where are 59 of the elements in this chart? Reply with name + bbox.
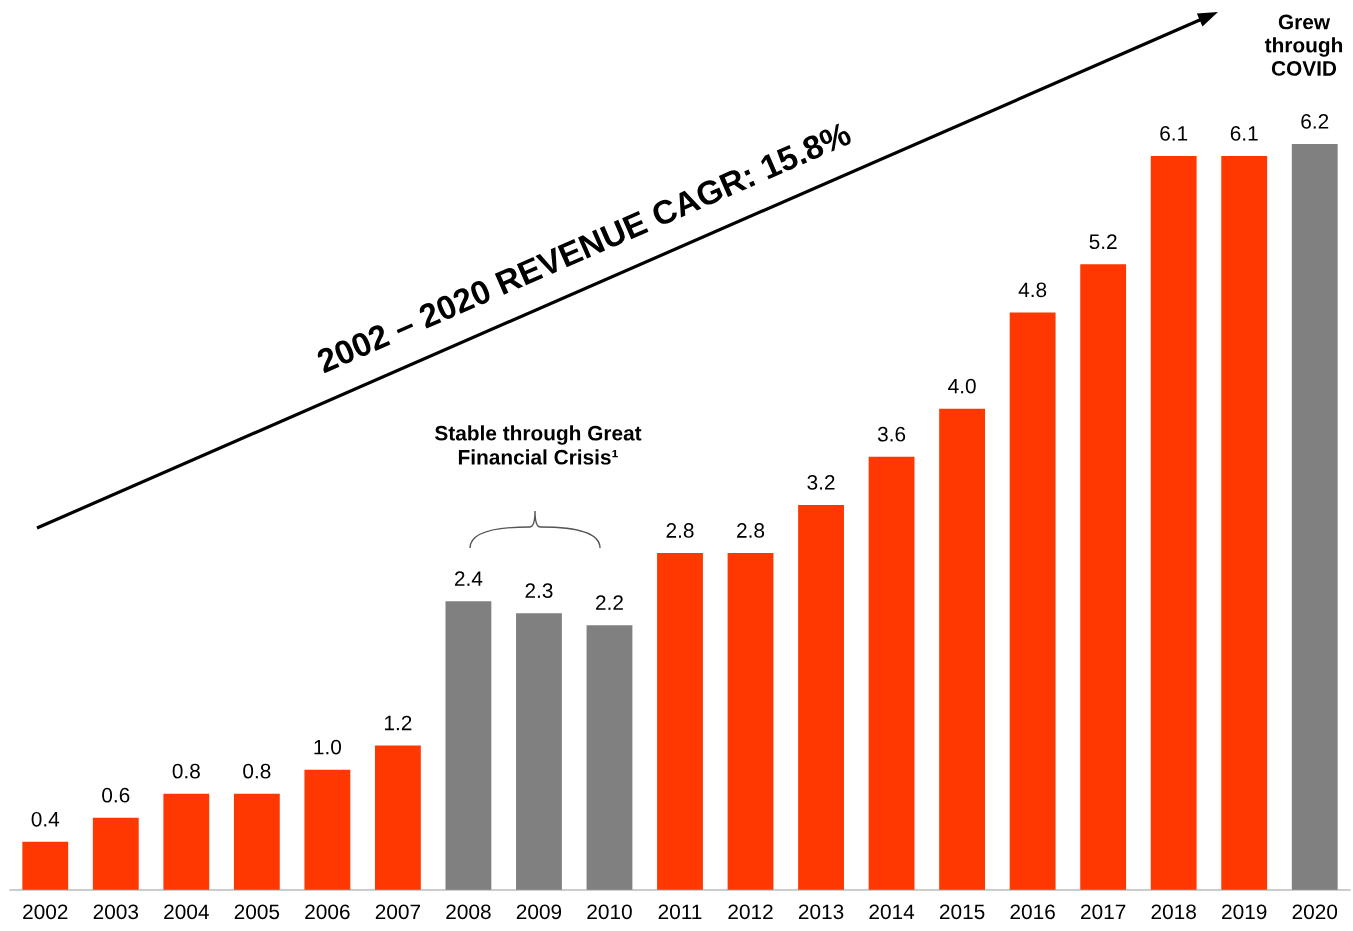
data-label: 0.6 xyxy=(102,787,130,803)
data-label: 0.4 xyxy=(31,811,60,827)
bar xyxy=(374,745,421,890)
data-label: 0.8 xyxy=(172,763,200,779)
bar xyxy=(1080,264,1127,890)
data-label: 6.1 xyxy=(1160,126,1188,141)
x-tick-label: 2009 xyxy=(516,904,562,920)
data-label: 4.8 xyxy=(1018,282,1047,298)
data-label: 2.8 xyxy=(737,523,765,538)
x-tick-label: 2013 xyxy=(798,904,844,920)
x-tick-label: 2008 xyxy=(446,904,491,920)
data-label: 2.3 xyxy=(525,583,553,599)
x-tick-label: 2015 xyxy=(939,904,985,920)
data-label: 0.8 xyxy=(243,763,271,779)
x-tick-label: 2014 xyxy=(869,904,915,920)
x-tick-label: 2002 xyxy=(23,904,68,920)
data-label: 2.8 xyxy=(666,523,694,538)
data-label: 2.2 xyxy=(596,595,623,610)
data-label: 3.6 xyxy=(877,426,906,442)
text: Grew through COVID xyxy=(1264,14,1343,76)
x-tick-label: 2020 xyxy=(1292,904,1338,920)
data-label: 4.0 xyxy=(948,378,976,394)
data-label: 1.0 xyxy=(314,739,342,755)
x-tick-label: 2005 xyxy=(234,904,280,920)
x-tick-label: 2004 xyxy=(164,904,209,920)
x-tick-label: 2007 xyxy=(375,904,421,920)
annotation: Stable through Great Financial Crisis¹ xyxy=(435,425,642,465)
x-tick-label: 2017 xyxy=(1081,904,1126,920)
bar xyxy=(304,769,351,890)
bar xyxy=(1221,156,1268,890)
data-label: 6.2 xyxy=(1301,114,1329,129)
bar xyxy=(22,841,69,890)
bar xyxy=(868,456,915,890)
x-tick-label: 2011 xyxy=(658,904,702,920)
data-label: 3.2 xyxy=(807,474,835,490)
data-label: 1.2 xyxy=(385,715,412,731)
x-tick-label: 2018 xyxy=(1151,904,1196,920)
bar xyxy=(1009,312,1056,890)
bar xyxy=(939,408,986,890)
bar xyxy=(586,625,633,890)
bar xyxy=(445,601,492,890)
bar xyxy=(92,817,139,890)
x-tick-label: 2016 xyxy=(1010,904,1055,920)
data-label: 6.1 xyxy=(1230,126,1258,141)
x-tick-label: 2012 xyxy=(728,904,773,920)
x-tick-label: 2019 xyxy=(1222,904,1267,920)
bar xyxy=(1150,156,1197,890)
bar xyxy=(657,553,703,890)
bar xyxy=(1291,144,1338,890)
x-tick-label: 2006 xyxy=(305,904,350,920)
bar xyxy=(163,793,210,890)
data-label: 2.4 xyxy=(454,571,483,586)
bar xyxy=(798,504,844,890)
data-label: 5.2 xyxy=(1089,234,1117,250)
bar xyxy=(516,613,562,890)
x-tick-label: 2010 xyxy=(587,904,632,920)
bar xyxy=(233,793,280,890)
x-tick-label: 2003 xyxy=(93,904,139,920)
bar xyxy=(727,553,774,890)
